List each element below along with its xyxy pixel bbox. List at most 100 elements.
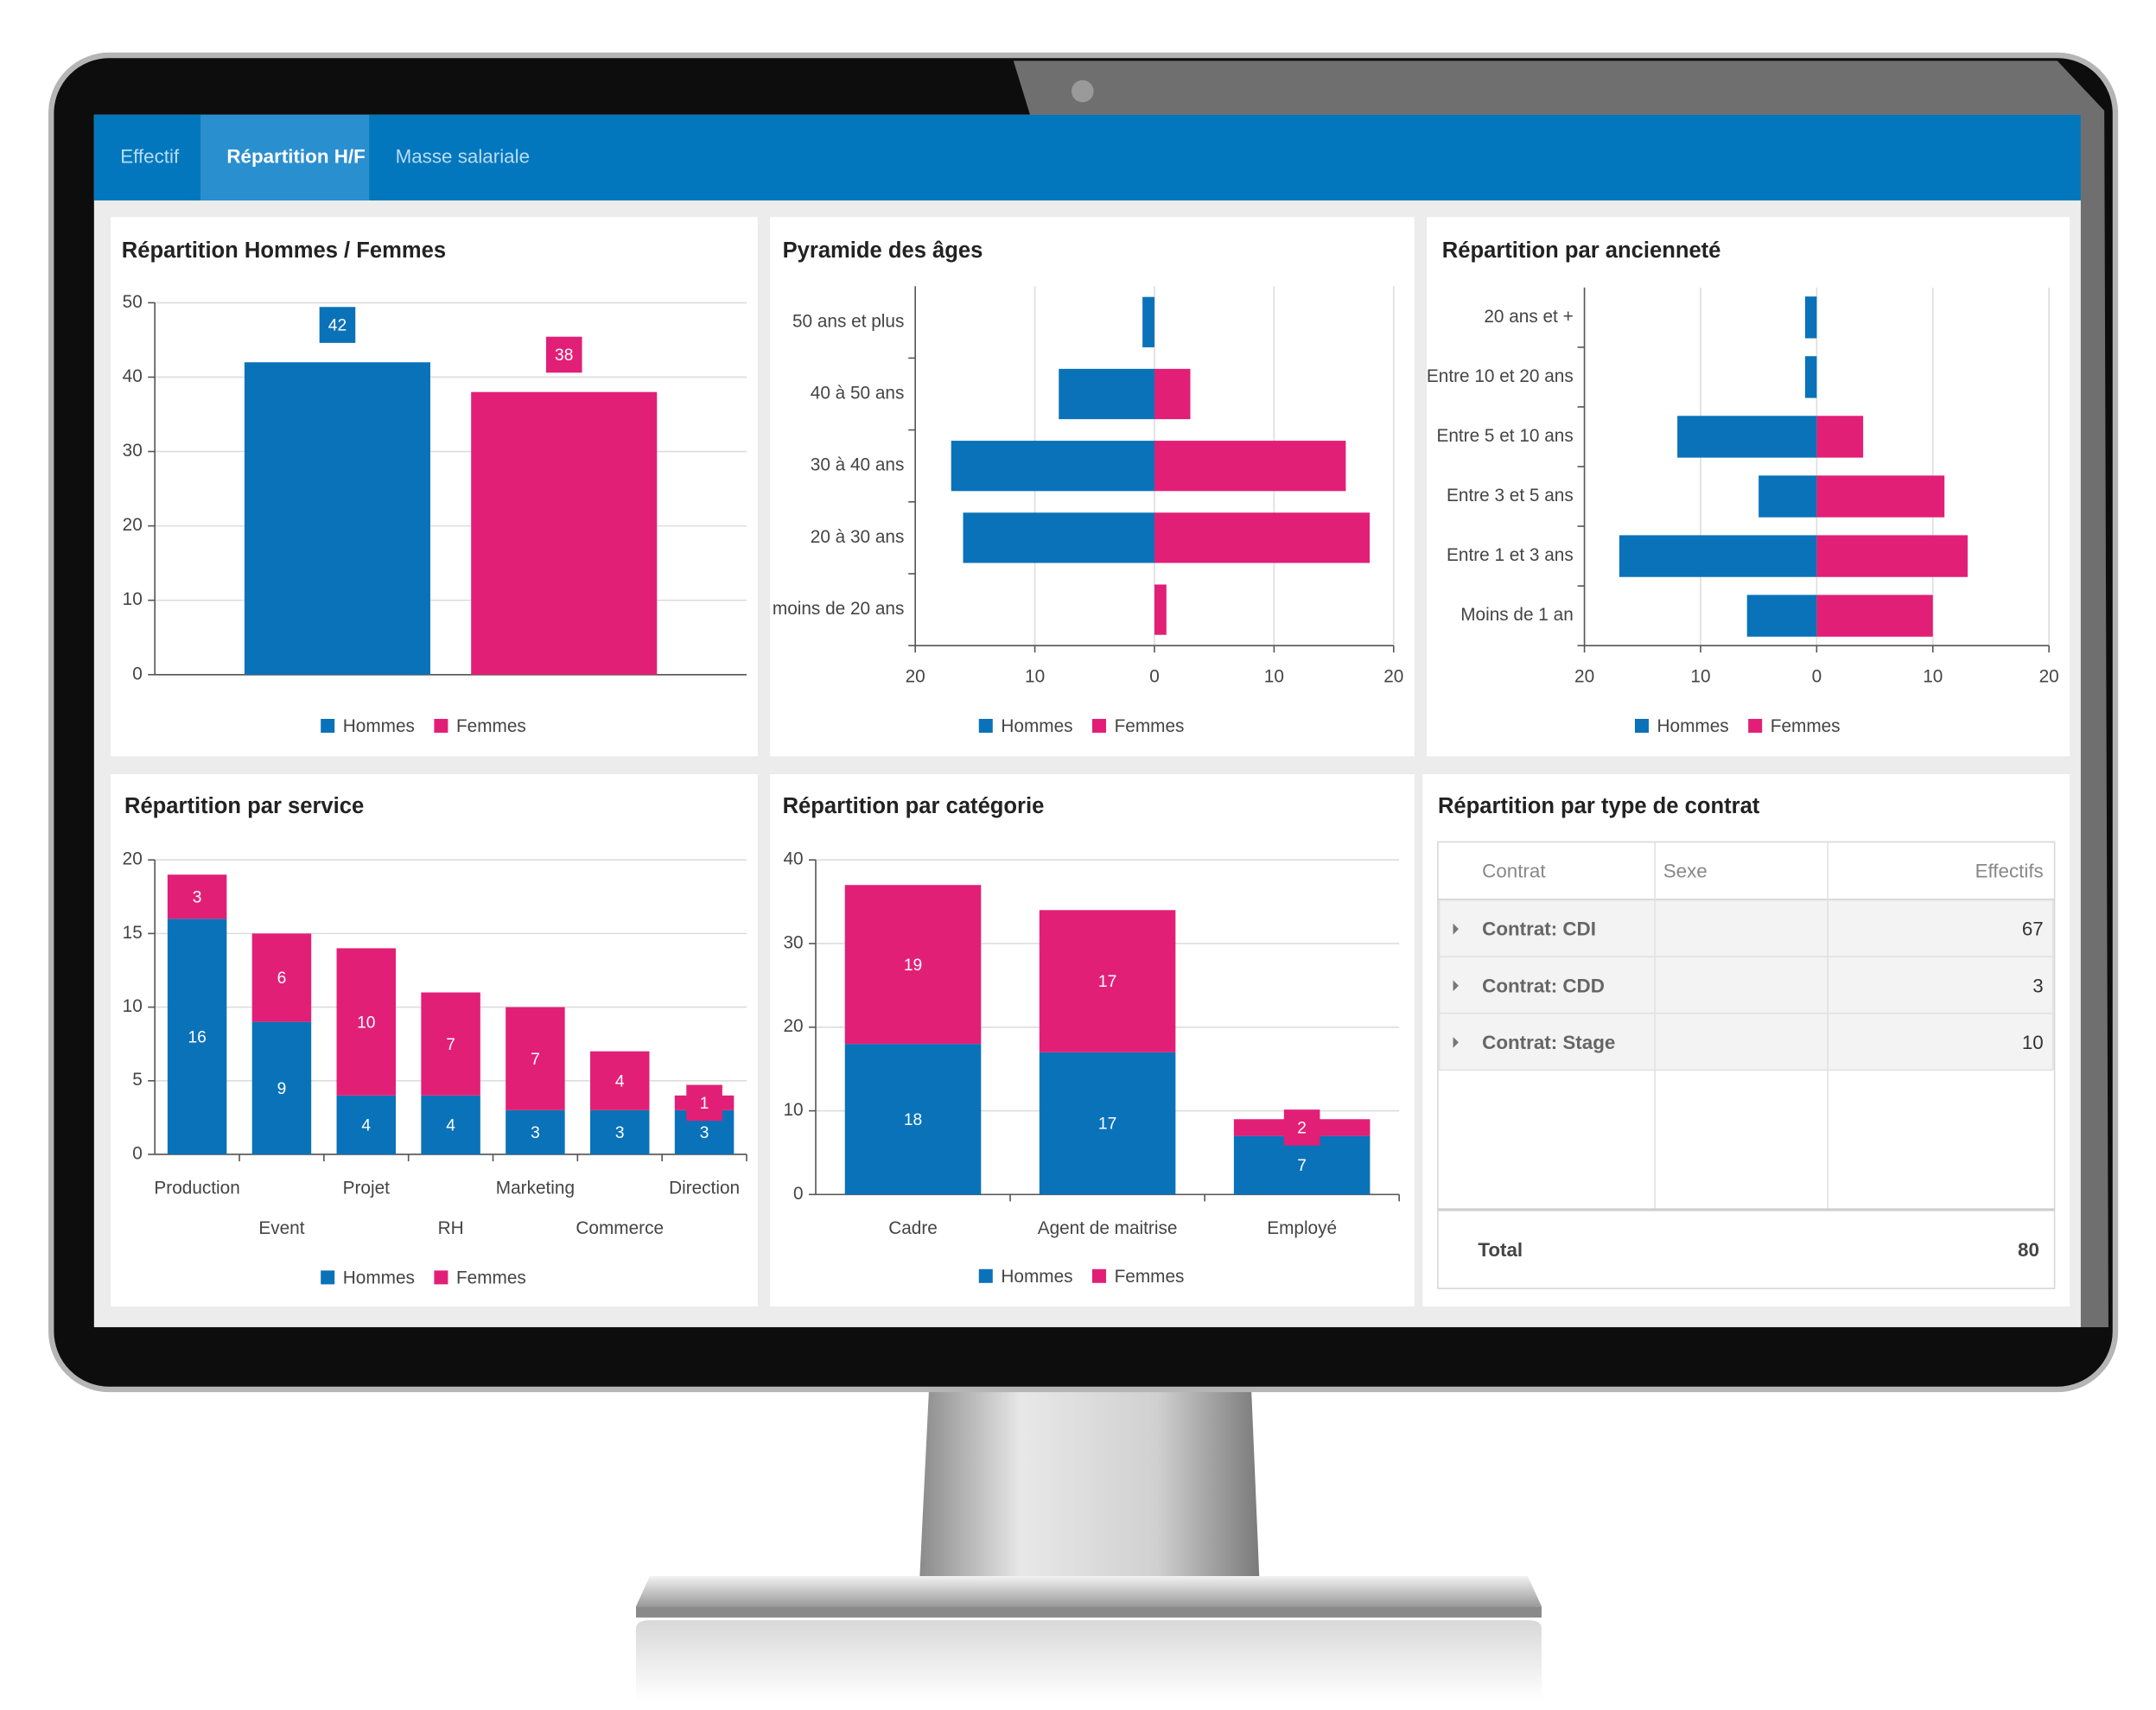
bar [1804,296,1817,339]
data-label: 17 [1098,973,1116,991]
data-label: 42 [328,317,347,335]
legend-swatch [434,718,448,733]
bar [1142,296,1154,347]
bar [951,441,1154,492]
bar-segment [506,1007,565,1110]
y-tick-label: 20 ans et + [1484,307,1573,327]
tab-bar [93,114,2081,200]
data-label: 4 [615,1072,625,1090]
bar [1816,535,1968,577]
y-tick-label: Entre 5 et 10 ans [1436,426,1573,446]
column-header[interactable]: Effectifs [1975,861,2044,882]
data-label: 3 [615,1124,625,1142]
bar [471,391,658,675]
bar [1804,356,1817,398]
legend-swatch [1091,718,1106,733]
bar-segment [167,919,227,1154]
row-value: 3 [2032,975,2043,996]
y-tick-label: 15 [123,923,143,943]
bar [1059,368,1154,420]
x-tick-label: Agent de maitrise [1038,1218,1178,1238]
expand-arrow[interactable] [1453,1036,1459,1048]
stand-edge [635,1606,1542,1618]
chart-title: Répartition par catégorie [783,794,1045,818]
legend-swatch [978,718,993,733]
data-label: 7 [531,1051,540,1069]
x-tick-label: Event [258,1218,304,1238]
stand-base [635,1575,1542,1607]
data-label: 19 [904,957,922,975]
legend-label: Hommes [343,1268,415,1287]
bar-segment [251,1021,312,1154]
bar [1677,416,1817,458]
panel [111,217,758,757]
tab[interactable]: Effectif [120,145,180,167]
bar-segment [421,1095,480,1154]
bar [1154,584,1167,635]
table-row[interactable] [1438,956,2054,1014]
bar-segment [590,1109,650,1154]
data-label: 1 [700,1095,709,1113]
x-tick-label: 20 [1574,666,1594,686]
tab[interactable]: Masse salariale [396,145,530,167]
x-tick-label: Projet [343,1178,391,1198]
legend-swatch [1091,1268,1106,1283]
y-tick-label: 20 [783,1016,803,1036]
y-tick-label: 40 [123,366,143,386]
legend-label: Femmes [456,716,526,736]
bar-segment [167,874,227,919]
chart-title: Répartition par ancienneté [1442,238,1721,263]
bar-segment [1039,910,1176,1052]
x-tick-label: 10 [1025,666,1045,686]
bar [1759,475,1817,518]
column-header[interactable]: Contrat [1482,861,1546,882]
bar [1619,535,1817,577]
column-header[interactable]: Sexe [1663,861,1708,882]
y-tick-label: 10 [123,996,143,1016]
legend-label: Hommes [1001,716,1072,736]
y-tick-label: Entre 3 et 5 ans [1447,486,1574,505]
data-label: 38 [555,346,573,365]
y-tick-label: 0 [793,1184,804,1204]
x-tick-label: 10 [1264,666,1284,686]
y-tick-label: moins de 20 ans [773,599,905,619]
data-label: 16 [188,1028,206,1046]
total-value: 80 [2018,1239,2039,1261]
legend-label: Femmes [456,1268,526,1287]
x-tick-label: 20 [906,666,925,686]
y-tick-label: Entre 1 et 3 ans [1447,545,1574,565]
x-tick-label: Cadre [888,1218,938,1238]
data-label-box [545,336,582,373]
bar-segment [1039,1052,1176,1195]
legend-label: Hommes [1001,1267,1072,1287]
row-label: Contrat: CDD [1482,975,1605,996]
table-row[interactable] [1438,1012,2054,1071]
y-tick-label: 40 à 50 ans [811,383,905,403]
data-label-box [319,307,356,343]
legend-label: Femmes [1771,716,1841,736]
bar [244,362,430,675]
bar-segment [844,885,982,1045]
chart-title: Répartition Hommes / Femmes [122,238,446,263]
expand-arrow[interactable] [1453,980,1459,992]
panel [1427,217,2070,757]
expand-arrow[interactable] [1453,923,1459,935]
x-tick-label: 20 [2039,666,2059,686]
chart-title: Répartition par service [124,794,364,818]
bar [1154,512,1371,563]
legend-swatch [321,1270,335,1285]
row-value: 67 [2022,919,2044,940]
x-tick-label: Production [154,1178,239,1198]
camera [1071,79,1094,103]
table-title: Répartition par type de contrat [1438,794,1760,818]
y-tick-label: 30 à 40 ans [811,455,905,475]
y-tick-label: 0 [132,664,143,683]
y-tick-label: 10 [783,1100,803,1120]
tab[interactable]: Répartition H/F [226,145,365,167]
bar [1816,594,1933,637]
legend-swatch [321,718,335,733]
legend-label: Hommes [1657,716,1729,736]
bar-segment [421,992,480,1096]
